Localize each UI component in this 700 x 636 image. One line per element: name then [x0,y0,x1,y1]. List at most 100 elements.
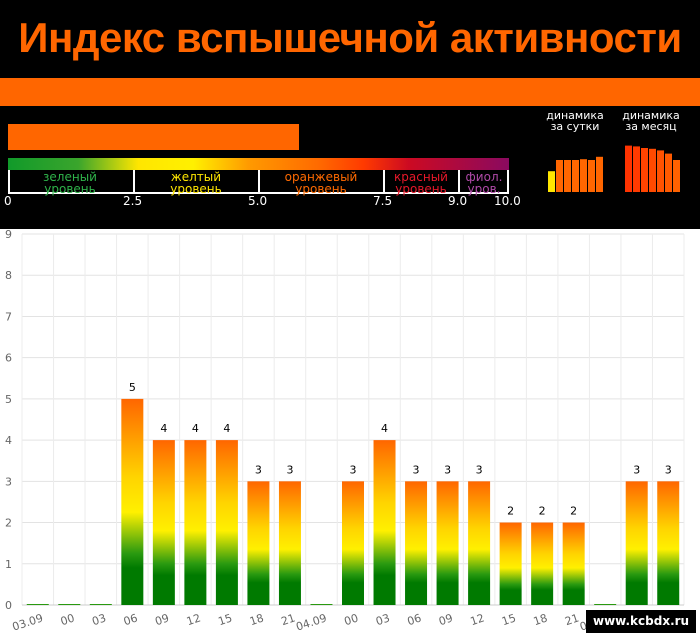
data-label: 4 [192,422,199,435]
level-scale-gradient [8,158,509,170]
current-level-bar [8,124,299,150]
y-tick-label: 6 [5,352,12,365]
bar [373,440,396,605]
header-panel: Индекс вспышечной активности зеленый уро… [0,0,700,229]
bar [436,481,459,605]
data-label: 3 [286,463,293,476]
monthly-dynamics-label: динамика за месяц [611,110,691,132]
level-label-violet-line2: уров. [467,182,501,196]
level-label-green-line2: уровень [44,182,96,196]
monthly-dynamics-bar [633,146,640,192]
data-label: 3 [476,463,483,476]
y-tick-label: 0 [5,599,12,612]
x-tick-label: 12 [185,611,202,628]
x-tick-label: 03 [90,611,107,628]
bar [468,481,491,605]
data-label: 4 [223,422,230,435]
monthly-dynamics-bar [649,148,656,192]
y-tick-label: 8 [5,269,12,282]
x-tick-label: 03.09 [11,611,45,633]
scale-tick [383,170,385,194]
data-label: 4 [160,422,167,435]
scale-number: 5.0 [248,194,268,208]
bar [531,522,554,605]
data-label: 3 [413,463,420,476]
level-label-yellow-line2: уровень [170,182,222,196]
bar [247,481,270,605]
bar [89,604,112,605]
bar [184,440,207,605]
bar [562,522,585,605]
y-tick-label: 4 [5,434,12,447]
monthly-dynamics-label-line2: за месяц [625,120,677,133]
bar [342,481,364,605]
x-tick-label: 12 [469,611,486,628]
monthly-dynamics-bar [625,145,632,192]
daily-dynamics-label: динамика за сутки [535,110,615,132]
data-label: 3 [633,463,640,476]
daily-dynamics-bar [572,160,579,192]
level-label-orange: оранжевый уровень [260,171,382,195]
daily-dynamics-bar [548,171,555,192]
scale-number: 0 [4,194,12,208]
level-label-red: красный уровень [385,171,457,195]
level-label-red-line2: уровень [395,182,447,196]
x-tick-label: 18 [532,611,549,628]
level-label-yellow: желтый уровень [135,171,257,195]
bar [278,481,301,605]
monthly-dynamics-bar [657,150,664,192]
data-label: 2 [539,505,546,518]
x-tick-label: 04.09 [294,611,328,633]
data-label: 4 [381,422,388,435]
level-label-red-line1: красный [394,170,448,184]
dynamics-mini-charts [548,145,680,192]
level-label-orange-line2: уровень [295,182,347,196]
y-tick-label: 7 [5,310,12,323]
scale-number: 2.5 [123,194,143,208]
bar [594,604,617,605]
daily-dynamics-bar [580,159,587,192]
x-tick-label: 06 [406,611,423,628]
x-tick-label: 06 [122,611,139,628]
x-tick-label: 09 [437,611,454,628]
monthly-dynamics-bar [673,160,680,192]
scale-tick [458,170,460,194]
x-tick-label: 00 [59,611,76,628]
level-label-violet: фиол. уров. [460,171,508,195]
data-label: 3 [350,463,357,476]
x-tick-label: 00 [343,611,360,628]
data-label: 3 [255,463,262,476]
data-label: 3 [665,463,672,476]
y-tick-label: 9 [5,229,12,241]
daily-dynamics-label-line2: за сутки [550,120,600,133]
data-label: 2 [570,505,577,518]
daily-dynamics-bar [556,160,563,192]
x-tick-label: 15 [216,611,233,628]
monthly-dynamics-bar [665,153,672,192]
x-tick-label: 15 [500,611,517,628]
bar [26,604,49,605]
bar [58,604,81,605]
x-tick-label: 21 [280,611,297,628]
monthly-dynamics-bar [641,148,648,192]
daily-dynamics-label-line1: динамика [546,109,604,122]
bar [152,440,175,605]
scale-number: 7.5 [373,194,393,208]
x-tick-label: 09 [153,611,170,628]
accent-band [0,78,700,106]
daily-dynamics-bar [588,160,595,192]
page-title: Индекс вспышечной активности [18,14,682,61]
y-tick-label: 1 [5,558,12,571]
x-tick-label: 21 [563,611,580,628]
y-tick-label: 5 [5,393,12,406]
bar [499,522,522,605]
bar [121,398,144,605]
y-tick-label: 3 [5,475,12,488]
scale-tick [133,170,135,194]
scale-tick [258,170,260,194]
monthly-dynamics-label-line1: динамика [622,109,680,122]
data-label: 3 [444,463,451,476]
chart-bars [26,398,680,605]
level-label-green-line1: зеленый [43,170,97,184]
watermark: www.kcbdx.ru [586,610,697,633]
